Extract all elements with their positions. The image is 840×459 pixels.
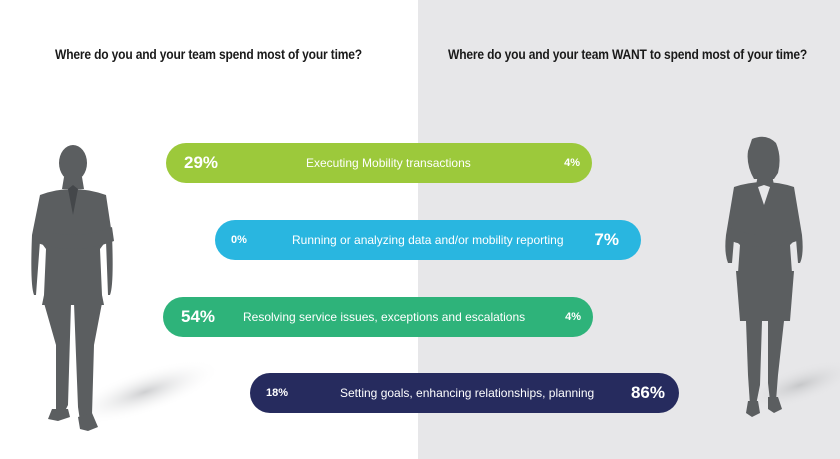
desired-value-label: 86% [630,383,665,402]
businessman-silhouette-icon [31,145,114,431]
category-label: Running or analyzing data and/or mobilit… [292,233,564,247]
desired-value-label: 4% [565,311,581,323]
bar-row: 29% Executing Mobility transactions 4% [166,143,592,183]
bar-row: 54% Resolving service issues, exceptions … [163,297,593,337]
desired-value-label: 7% [594,230,619,249]
category-label: Setting goals, enhancing relationships, … [340,386,595,400]
current-value-label: 0% [231,234,247,246]
desired-time-question: Where do you and your team WANT to spend… [448,46,808,62]
desired-value-label: 4% [564,157,580,169]
category-label: Executing Mobility transactions [306,156,471,170]
bar-row: 0% Running or analyzing data and/or mobil… [215,220,641,260]
current-value-label: 18% [266,387,289,399]
businessman-shadow [68,359,222,425]
businesswoman-silhouette-icon [725,136,803,417]
current-value-label: 29% [184,153,219,172]
current-value-label: 54% [181,307,216,326]
current-time-question: Where do you and your team spend most of… [55,46,362,62]
bar-row: 18% Setting goals, enhancing relationship… [250,373,679,413]
category-label: Resolving service issues, exceptions and… [243,310,526,324]
